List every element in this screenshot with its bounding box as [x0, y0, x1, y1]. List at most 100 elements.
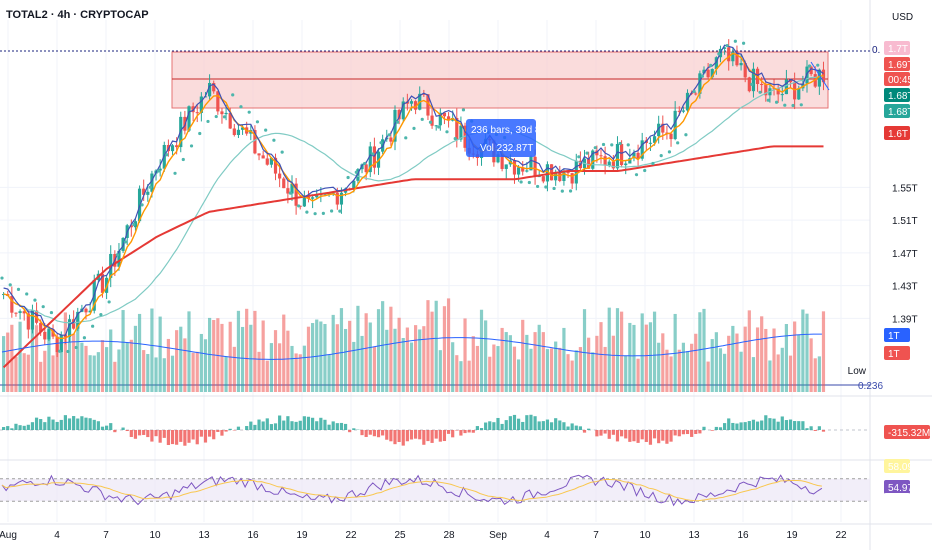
- candle-body: [39, 322, 43, 332]
- volume-bar: [393, 328, 397, 392]
- volume-bar: [88, 355, 92, 392]
- histogram-bar: [484, 422, 488, 430]
- candle-body: [500, 154, 504, 169]
- volume-bar: [574, 350, 578, 392]
- histogram-bar: [702, 426, 706, 430]
- psar-dot: [214, 114, 218, 119]
- psar-dot: [66, 349, 70, 354]
- candle-body: [409, 101, 414, 104]
- candle-body: [335, 192, 339, 205]
- time-tick-label: 4: [54, 530, 60, 541]
- volume-bar: [739, 351, 743, 392]
- histogram-bar: [628, 430, 632, 442]
- histogram-bar: [620, 430, 624, 437]
- volume-bar: [578, 347, 582, 392]
- candle-body: [525, 170, 529, 172]
- volume-bar: [611, 335, 615, 392]
- volume-bar: [776, 354, 780, 392]
- psar-dot: [189, 144, 194, 148]
- volume-bar: [389, 306, 393, 392]
- volume-bar: [327, 354, 331, 392]
- volume-bar: [455, 355, 459, 392]
- histogram-bar: [817, 426, 821, 430]
- psar-dot: [91, 324, 95, 328]
- volume-bar: [282, 314, 286, 392]
- currency-label[interactable]: USD: [892, 12, 914, 23]
- time-tick-label: 28: [443, 530, 455, 541]
- histogram-bar: [558, 420, 562, 430]
- volume-bar: [376, 309, 381, 392]
- candle-body: [455, 117, 459, 140]
- histogram-bar: [43, 422, 47, 430]
- volume-bar: [397, 317, 401, 392]
- volume-bar: [446, 298, 451, 392]
- psar-dot: [272, 138, 276, 142]
- psar-dot: [742, 41, 746, 45]
- psar-dot: [618, 141, 622, 146]
- psar-dot: [783, 103, 787, 107]
- histogram-bar: [578, 426, 582, 430]
- candle-body: [360, 164, 364, 170]
- candle-body: [566, 171, 570, 174]
- candle-body: [549, 164, 554, 181]
- volume-bar: [232, 346, 236, 392]
- histogram-bar: [525, 415, 529, 430]
- volume-bar: [72, 333, 76, 392]
- candle-body: [648, 142, 653, 144]
- candle-body: [784, 79, 788, 95]
- histogram-bar: [677, 430, 681, 437]
- volume-bar: [430, 311, 434, 392]
- histogram-bar: [146, 430, 150, 438]
- measure-tool[interactable]: 236 bars, 39d 8h Vol 232.87T: [466, 61, 830, 157]
- volume-bar: [603, 346, 607, 392]
- volume-bar: [55, 344, 59, 392]
- histogram-bar: [306, 416, 311, 430]
- psar-dot: [445, 130, 449, 134]
- histogram-bar: [685, 430, 690, 435]
- volume-bar: [422, 326, 426, 392]
- candle-body: [793, 82, 797, 100]
- candle-body: [681, 110, 685, 112]
- histogram-bar: [422, 430, 426, 445]
- histogram-bar: [718, 427, 723, 430]
- price-axis[interactable]: 1.55T 1.51T 1.47T 1.43T 1.39T: [892, 183, 918, 325]
- histogram-bar: [595, 430, 599, 437]
- histogram-bar: [739, 422, 743, 430]
- candle-body: [603, 156, 607, 166]
- candle-body: [302, 196, 306, 207]
- time-tick-label: 7: [103, 530, 109, 541]
- psar-dot: [527, 180, 531, 185]
- histogram-bar: [376, 430, 381, 438]
- candle-body: [257, 153, 261, 156]
- psar-dot: [330, 209, 334, 213]
- histogram-bar: [100, 426, 105, 430]
- ma-long-line: [2, 145, 824, 369]
- volume-bar: [84, 345, 88, 392]
- volume-bar: [475, 345, 479, 392]
- volume-bar: [484, 320, 488, 392]
- volume-bar: [352, 341, 356, 392]
- histogram-bar: [426, 430, 430, 442]
- time-axis[interactable]: Aug 4 7 10 13 16 19 22 25 28 Sep 4 7 10 13 16 19 22: [0, 530, 847, 541]
- psar-dot: [321, 211, 325, 216]
- volume-bar: [409, 342, 414, 392]
- psar-dot: [181, 157, 185, 162]
- histogram-bar: [10, 428, 14, 430]
- volume-bar: [265, 360, 269, 392]
- histogram-bar: [2, 427, 6, 430]
- psar-dot: [99, 313, 103, 317]
- volume-bar: [80, 342, 84, 392]
- volume-bar: [199, 333, 203, 392]
- histogram-bar: [59, 419, 63, 430]
- candle-body: [195, 112, 199, 114]
- psar-dot: [758, 90, 762, 94]
- candle-body: [356, 169, 360, 181]
- histogram-bar: [360, 430, 364, 436]
- histogram-bar: [743, 422, 747, 430]
- volume-bar: [636, 358, 640, 392]
- candle-body: [669, 133, 673, 140]
- histogram-bar: [323, 419, 327, 430]
- time-tick-label: 22: [345, 530, 357, 541]
- candle-body: [640, 140, 644, 159]
